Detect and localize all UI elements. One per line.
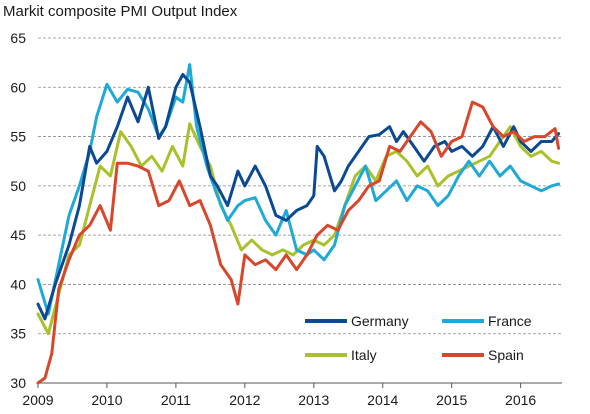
y-tick-label: 40 [10,276,26,292]
chart-title: Markit composite PMI Output Index [3,3,238,20]
y-tick-label: 60 [10,79,26,95]
series-line-france [36,63,561,316]
x-tick-label: 2011 [161,392,191,408]
x-tick-label: 2016 [505,392,536,408]
x-tick-label: 2014 [367,392,398,408]
series-lines [36,63,561,385]
y-tick-label: 45 [10,227,26,243]
x-tick-label: 2013 [298,392,329,408]
x-tick-label: 2009 [22,392,53,408]
legend-label-spain: Spain [488,347,524,363]
y-axis: 30 35 40 45 50 55 60 65 [10,30,26,391]
series-line-italy [36,122,561,336]
legend: Germany France Italy Spain [305,313,532,363]
x-axis: 2009 2010 2011 2012 2013 2014 2015 2016 [22,382,562,408]
series-line-spain [36,100,561,385]
x-tick-label: 2010 [91,392,122,408]
y-tick-label: 30 [10,375,26,391]
y-tick-label: 65 [10,30,26,46]
y-tick-label: 50 [10,178,26,194]
legend-label-france: France [488,313,532,329]
x-tick-label: 2015 [436,392,467,408]
gridlines [38,37,562,335]
legend-label-italy: Italy [351,347,377,363]
y-tick-label: 35 [10,326,26,342]
series-line-germany [36,73,561,321]
x-tick-label: 2012 [229,392,260,408]
legend-label-germany: Germany [351,313,409,329]
y-tick-label: 55 [10,129,26,145]
